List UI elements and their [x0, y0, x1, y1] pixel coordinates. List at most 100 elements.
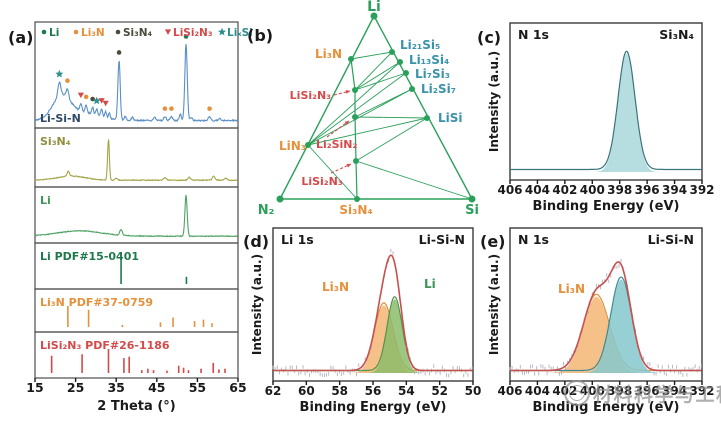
diagram-label: LiN₃ — [279, 139, 306, 153]
node-j3 — [353, 158, 359, 164]
x-tick-label: 45 — [148, 380, 165, 395]
tie-line-j3-j2 — [354, 116, 357, 162]
corner-right-label: Li-Si-N — [419, 232, 465, 247]
corner-left-label: N 1s — [518, 27, 549, 42]
corner-left-label: Li 1s — [281, 232, 314, 247]
corner-left-label: N 1s — [518, 232, 549, 247]
x-tick-label: 398 — [607, 183, 632, 197]
y-axis-title: Intensity (a.u.) — [487, 254, 501, 355]
x-tick-label: 400 — [580, 384, 605, 398]
node-li — [370, 12, 378, 20]
tie-line-j3-lisi — [355, 117, 428, 162]
peak-fill-1 — [510, 279, 702, 373]
diagram-label: Li₁₃Si₄ — [409, 53, 449, 67]
diagram-label: Li₇Si₃ — [415, 67, 450, 81]
node-si3n4 — [354, 196, 360, 202]
node-n2 — [276, 195, 284, 203]
tie-line-lin3-li7si3 — [307, 72, 407, 146]
marker-dot-icon — [41, 29, 47, 35]
dashed-arrow — [326, 120, 350, 138]
legend-item-lisi2n3: LiSi₂N₃ — [173, 27, 213, 39]
diagram-label: Li — [367, 0, 381, 15]
panel-c-xps-si3n4: (c) N 1s Si₃N₄ 406 404 402 400 398 396 394 392 Bind… — [477, 22, 715, 214]
node-li13si4 — [397, 59, 403, 65]
diagram-label: Li₂₁Si₅ — [400, 38, 440, 52]
envelope-curve — [510, 261, 702, 372]
legend-item-lixsi: LiₓSi — [227, 27, 253, 39]
x-tick-label: 62 — [265, 384, 282, 398]
diagram-label: N₂ — [258, 203, 275, 218]
x-tick-label: 25 — [67, 380, 84, 395]
subpanel-box — [34, 186, 239, 244]
x-tick-label: 50 — [465, 384, 482, 398]
peak-fill-0 — [510, 296, 702, 373]
marker-triangle-icon — [164, 29, 172, 35]
marker-triangle-icon — [102, 100, 109, 107]
xrd-trace-2 — [34, 194, 238, 238]
marker-dot-icon — [83, 94, 89, 100]
arrowhead-icon — [345, 90, 350, 94]
journal-watermark: 材料科学与工程 — [564, 380, 721, 406]
marker-star-icon — [92, 96, 101, 105]
node-j2 — [352, 114, 358, 120]
journal-logo-inner-icon — [569, 385, 585, 401]
peak-line-0 — [510, 50, 702, 171]
peak-fill-0 — [510, 53, 702, 172]
node-lisi — [424, 115, 430, 121]
tie-line-j1-li3n — [350, 58, 356, 91]
x-tick-label: 392 — [689, 384, 714, 398]
node-li3n — [348, 56, 354, 62]
x-tick-label: 65 — [229, 380, 246, 395]
envelope-curve — [273, 254, 473, 372]
x-tick-label: 15 — [26, 380, 43, 395]
y-axis-title: Intensity (a.u.) — [250, 254, 264, 355]
diagram-label: Si₃N₄ — [339, 203, 372, 217]
marker-dot-icon — [169, 106, 174, 111]
y-axis-title: Intensity (a.u.) — [487, 51, 501, 152]
marker-dot-icon — [115, 29, 121, 35]
x-tick-label: 56 — [365, 384, 382, 398]
x-tick-label: 406 — [497, 384, 522, 398]
x-tick-label: 402 — [552, 183, 577, 197]
panel-a-xrd: (a) Li-Si-N Si₃N₄ Li Li PDF#15-0401 Li₃N PDF#… — [8, 21, 253, 414]
legend-item-li: Li — [49, 27, 59, 39]
peak-label: Li₃N — [322, 280, 349, 294]
tie-line-j2-li2si7 — [354, 88, 413, 118]
x-tick-label: 404 — [525, 183, 550, 197]
arrowhead-icon — [346, 163, 351, 168]
plot-box — [509, 22, 703, 181]
marker-dot-icon — [73, 29, 79, 35]
marker-dot-icon — [162, 106, 168, 111]
marker-star-icon — [55, 69, 64, 78]
arrowhead-icon — [344, 121, 349, 125]
panel-b-tag: (b) — [247, 26, 273, 45]
x-tick-label: 55 — [189, 380, 206, 395]
legend-item-li3n: Li₃N — [81, 27, 105, 39]
tie-line-si3n4-j3 — [355, 160, 358, 200]
x-tick-label: 396 — [635, 183, 660, 197]
x-tick-label: 406 — [497, 183, 522, 197]
dashed-arrow — [330, 163, 352, 174]
subpanel-box — [34, 331, 239, 379]
x-tick-label: 392 — [689, 183, 714, 197]
xrd-trace-0 — [34, 44, 239, 123]
marker-dot-icon — [116, 50, 122, 55]
diagram-label: LiSi₂N₃ — [301, 175, 342, 188]
node-li21si5 — [389, 49, 395, 55]
node-li2si7 — [409, 86, 415, 92]
diagram-label: LiSi₂N₃ — [290, 89, 331, 102]
diagram-label: LiSi — [438, 111, 463, 125]
panel-b-ternary-diagram: (b) Li N₂ Si Si₃N₄ Li₃N LiN₃ Li₂₁Si₅Li₁₃Si₄Li₇S… — [247, 0, 479, 218]
x-tick-label: 394 — [662, 384, 687, 398]
marker-star-icon — [218, 27, 226, 36]
x-axis-title: 2 Theta (°) — [97, 399, 175, 414]
x-tick-label: 404 — [525, 384, 550, 398]
marker-dot-icon — [183, 34, 189, 39]
x-tick-label: 58 — [331, 384, 348, 398]
xrd-trace-1 — [34, 139, 239, 182]
tie-line-si-li — [373, 15, 473, 200]
node-lin3 — [305, 142, 311, 148]
peak-label: Li₃N — [558, 282, 585, 296]
marker-triangle-icon — [98, 98, 105, 104]
